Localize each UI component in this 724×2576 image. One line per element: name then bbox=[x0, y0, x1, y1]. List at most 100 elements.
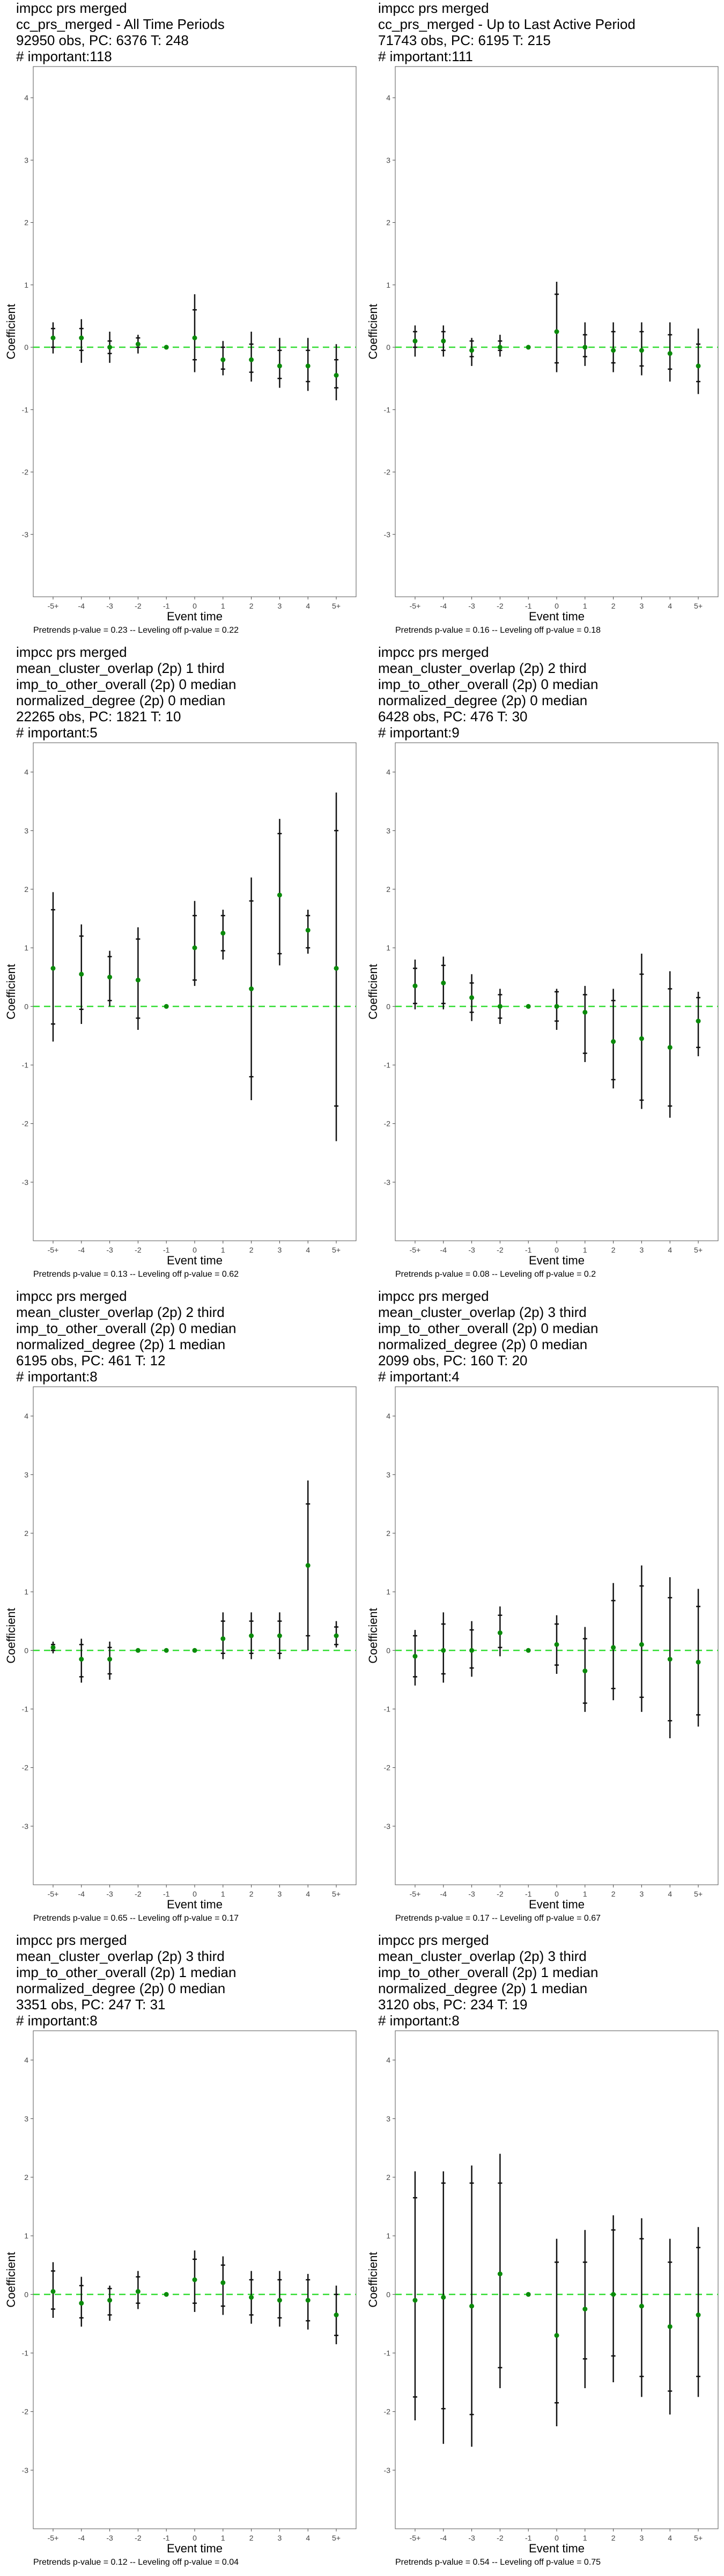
y-tick-label: 2 bbox=[24, 2173, 28, 2182]
chart-title-line: # important:5 bbox=[16, 724, 98, 741]
y-tick-label: 4 bbox=[386, 768, 390, 777]
point-estimate bbox=[441, 338, 446, 343]
point-estimate bbox=[667, 1657, 673, 1662]
chart-title-line: imp_to_other_overall (2p) 0 median bbox=[16, 676, 237, 692]
chart-footnote: Pretrends p-value = 0.13 -- Leveling off… bbox=[33, 1270, 239, 1279]
chart-title-line: normalized_degree (2p) 0 median bbox=[16, 1980, 226, 1996]
y-tick-label: 1 bbox=[24, 1587, 28, 1596]
point-estimate bbox=[497, 2271, 503, 2277]
chart-title-line: # important:4 bbox=[378, 1368, 460, 1385]
x-tick-label: -1 bbox=[525, 602, 532, 610]
chart-title: impcc prs merged mean_cluster_overlap (2… bbox=[16, 1288, 236, 1385]
y-tick-label: -3 bbox=[384, 1822, 391, 1831]
chart-title-line: 71743 obs, PC: 6195 T: 215 bbox=[378, 32, 551, 48]
x-tick-label: 2 bbox=[249, 1246, 254, 1254]
y-tick-label: 2 bbox=[386, 1529, 390, 1538]
x-tick-label: 2 bbox=[611, 1890, 616, 1898]
x-tick-label: 3 bbox=[278, 1246, 282, 1254]
x-tick-label: -3 bbox=[106, 1246, 113, 1254]
chart-title-line: imp_to_other_overall (2p) 0 median bbox=[378, 676, 599, 692]
point-estimate bbox=[107, 2297, 113, 2303]
chart-title-line: mean_cluster_overlap (2p) 3 third bbox=[16, 1948, 225, 1964]
x-tick-label: 2 bbox=[611, 2534, 616, 2542]
x-tick-label: 5+ bbox=[694, 2534, 703, 2542]
chart-title-line: normalized_degree (2p) 0 median bbox=[378, 1336, 588, 1352]
point-estimate bbox=[249, 2295, 254, 2300]
y-tick-label: -2 bbox=[384, 2407, 391, 2416]
y-tick-label: 3 bbox=[24, 1470, 28, 1479]
x-tick-label: -5+ bbox=[48, 1246, 59, 1254]
point-estimate bbox=[469, 1648, 475, 1653]
x-tick-label: -1 bbox=[525, 1246, 532, 1254]
x-tick-label: -5+ bbox=[410, 602, 421, 610]
chart-footnote: Pretrends p-value = 0.17 -- Leveling off… bbox=[395, 1914, 601, 1923]
x-tick-label: 0 bbox=[555, 602, 559, 610]
chart-title: impcc prs merged mean_cluster_overlap (2… bbox=[16, 644, 236, 741]
chart-title-line: impcc prs merged bbox=[378, 644, 489, 660]
chart-title-line: 22265 obs, PC: 1821 T: 10 bbox=[16, 708, 181, 724]
y-tick-label: 3 bbox=[24, 156, 28, 164]
y-tick-label: -3 bbox=[22, 1178, 29, 1187]
chart-title-line: normalized_degree (2p) 1 median bbox=[16, 1336, 226, 1352]
point-estimate bbox=[412, 2297, 418, 2303]
x-tick-label: 2 bbox=[249, 2534, 254, 2542]
x-tick-label: -3 bbox=[468, 1246, 475, 1254]
y-tick-label: 1 bbox=[386, 281, 390, 289]
x-tick-label: 4 bbox=[306, 602, 310, 610]
y-tick-label: -2 bbox=[22, 1119, 29, 1128]
x-axis-label: Event time bbox=[529, 2542, 585, 2555]
y-axis-label: Coefficient bbox=[366, 1608, 380, 1664]
point-estimate bbox=[277, 363, 282, 369]
chart-panel: impcc prs merged cc_prs_merged - Up to L… bbox=[362, 0, 724, 644]
y-tick-label: -1 bbox=[384, 405, 391, 414]
x-tick-label: 3 bbox=[640, 1890, 644, 1898]
chart-title-line: impcc prs merged bbox=[378, 1288, 489, 1304]
point-estimate bbox=[164, 1004, 169, 1009]
y-tick-label: 2 bbox=[24, 1529, 28, 1538]
y-tick-label: -2 bbox=[22, 1763, 29, 1772]
x-tick-label: -2 bbox=[135, 1246, 142, 1254]
chart-panel: impcc prs merged cc_prs_merged - All Tim… bbox=[0, 0, 362, 644]
x-tick-label: 0 bbox=[555, 1890, 559, 1898]
point-estimate bbox=[639, 1642, 644, 1647]
y-tick-label: 1 bbox=[386, 2231, 390, 2240]
point-estimate bbox=[582, 2307, 588, 2312]
point-estimate bbox=[220, 357, 226, 362]
chart-footnote: Pretrends p-value = 0.16 -- Leveling off… bbox=[395, 626, 601, 635]
x-tick-label: 4 bbox=[306, 1246, 310, 1254]
chart-title-line: cc_prs_merged - All Time Periods bbox=[16, 16, 225, 32]
chart-title: impcc prs merged mean_cluster_overlap (2… bbox=[378, 1932, 598, 2029]
point-estimate bbox=[334, 965, 339, 971]
chart-footnote: Pretrends p-value = 0.12 -- Leveling off… bbox=[33, 2558, 239, 2567]
chart-title-line: impcc prs merged bbox=[16, 0, 127, 16]
point-estimate bbox=[441, 980, 446, 986]
y-tick-label: 2 bbox=[386, 885, 390, 894]
x-tick-label: -2 bbox=[497, 2534, 504, 2542]
y-tick-label: 0 bbox=[24, 1646, 28, 1655]
point-estimate bbox=[412, 338, 418, 343]
x-tick-label: -4 bbox=[78, 1890, 85, 1898]
y-tick-label: 1 bbox=[24, 281, 28, 289]
point-estimate bbox=[249, 986, 254, 992]
x-tick-label: 2 bbox=[611, 602, 616, 610]
y-axis-label: Coefficient bbox=[366, 964, 380, 1020]
y-axis-label: Coefficient bbox=[4, 964, 18, 1020]
x-tick-label: -4 bbox=[78, 2534, 85, 2542]
point-estimate bbox=[305, 927, 311, 933]
x-tick-label: 0 bbox=[555, 1246, 559, 1254]
chart-title-line: impcc prs merged bbox=[16, 1932, 127, 1948]
x-tick-label: 5+ bbox=[694, 1246, 703, 1254]
point-estimate bbox=[582, 345, 588, 350]
point-estimate bbox=[220, 1636, 226, 1641]
x-tick-label: -4 bbox=[440, 602, 447, 610]
y-tick-label: 3 bbox=[24, 2114, 28, 2123]
y-tick-label: 0 bbox=[386, 1002, 390, 1011]
x-tick-label: -1 bbox=[163, 2534, 170, 2542]
x-tick-label: -3 bbox=[468, 602, 475, 610]
point-estimate bbox=[441, 1648, 446, 1653]
point-estimate bbox=[220, 2280, 226, 2285]
x-tick-label: -2 bbox=[497, 1890, 504, 1898]
x-tick-label: 2 bbox=[249, 1890, 254, 1898]
point-estimate bbox=[526, 1004, 531, 1009]
